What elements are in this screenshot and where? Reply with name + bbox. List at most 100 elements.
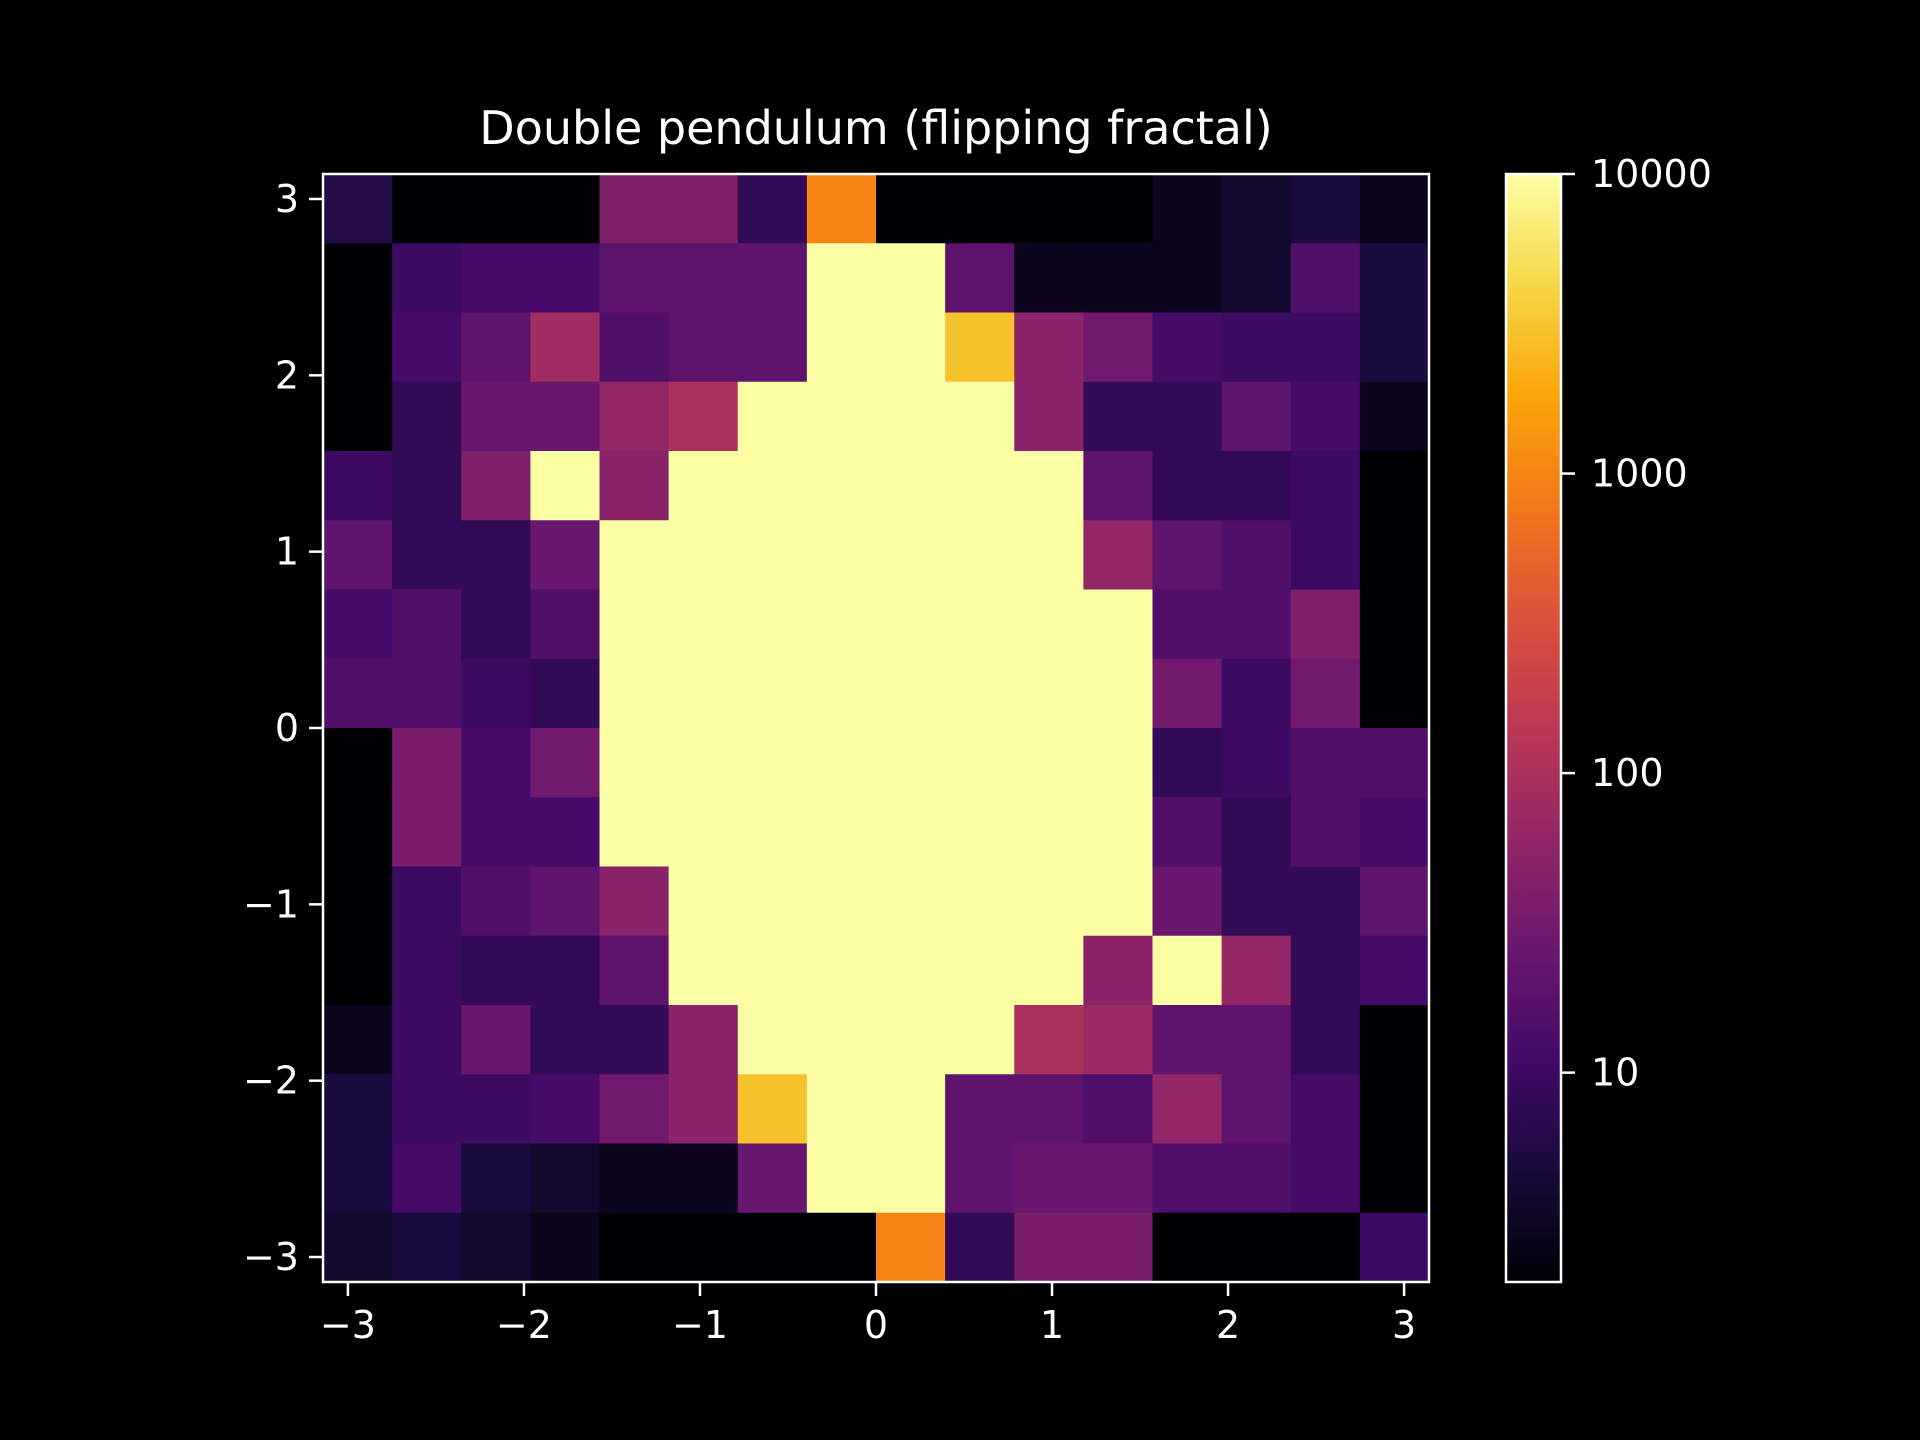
heatmap-cell [599,589,670,660]
heatmap-cell [1290,381,1361,452]
colorbar-axis: 10 100 1000 10000 [1561,152,1712,1095]
heatmap-cell [530,312,601,383]
heatmap-cell [1152,658,1223,729]
heatmap-cell [1221,1143,1292,1214]
heatmap-cell [876,935,946,1006]
heatmap-cell [1014,728,1084,798]
heatmap-cell [599,312,670,383]
heatmap-cell [599,243,670,314]
heatmap-cell [876,312,946,383]
heatmap-cell [806,451,877,521]
heatmap-cell [1083,866,1154,937]
x-tick-label: 1 [1040,1303,1064,1347]
heatmap-cell [737,174,808,244]
heatmap-cell [461,520,531,591]
heatmap-cell [1083,658,1154,729]
heatmap-cell [599,1074,670,1145]
colorbar-tick-label: 100 [1591,751,1664,795]
heatmap-cell [323,1143,393,1214]
heatmap-cell [876,243,946,314]
heatmap-cell [945,1143,1015,1214]
heatmap-cell [1083,312,1154,383]
heatmap-cell [876,728,946,798]
heatmap-cell [599,174,670,244]
y-tick-label: 3 [275,177,299,221]
heatmap-cell [599,728,670,798]
heatmap-cell [1014,1212,1084,1283]
heatmap-cell [1014,866,1084,937]
heatmap-cell [737,797,808,868]
heatmap-cell [945,728,1015,798]
heatmap-cell [1359,312,1430,383]
heatmap-cell [530,174,601,244]
heatmap-cell [806,658,877,729]
heatmap-cell [876,1212,946,1283]
colorbar [1504,172,1563,1284]
heatmap-cell [530,381,601,452]
heatmap-cell [1359,935,1430,1006]
heatmap-cell [1221,866,1292,937]
heatmap-cell [737,243,808,314]
heatmap-cell [945,1212,1015,1283]
heatmap-cell [530,866,601,937]
heatmap-cell [1290,1212,1361,1283]
heatmap-cell [599,1143,670,1214]
heatmap-cell [530,935,601,1006]
heatmap-cell [392,381,462,452]
heatmap-cell [1152,935,1223,1006]
heatmap-cell [392,1212,462,1283]
heatmap-cell [1359,866,1430,937]
heatmap-cell [530,797,601,868]
heatmap-cell [461,797,531,868]
heatmap-cell [1152,589,1223,660]
heatmap-cell [1290,935,1361,1006]
heatmap-cell [806,312,877,383]
heatmap-cell [392,243,462,314]
heatmap-cell [945,1074,1015,1145]
heatmap-cell [1359,520,1430,591]
heatmap-cell [1152,1074,1223,1145]
heatmap-cell [1290,728,1361,798]
heatmap-cell [1221,935,1292,1006]
heatmap-cell [1083,935,1154,1006]
heatmap-cell [1359,1074,1430,1145]
heatmap-cell [323,1212,393,1283]
heatmap-cell [876,381,946,452]
heatmap-cell [737,520,808,591]
heatmap-cell [392,589,462,660]
heatmap-cell [461,589,531,660]
heatmap-cell [392,1074,462,1145]
heatmap-cell [1359,174,1430,244]
heatmap-cell [1221,1212,1292,1283]
heatmap-cell [1152,1212,1223,1283]
heatmap-cell [1221,451,1292,521]
heatmap-cell [1221,312,1292,383]
x-tick-label: −3 [320,1303,376,1347]
heatmap-cell [1152,866,1223,937]
heatmap-cell [737,728,808,798]
heatmap-cell [461,1143,531,1214]
heatmap-cell [1152,451,1223,521]
heatmap-cell [668,174,739,244]
heatmap-cell [1014,1143,1084,1214]
heatmap-cell [530,728,601,798]
heatmap-cell [1290,658,1361,729]
heatmap-cell [806,1005,877,1075]
heatmap-cell [461,866,531,937]
heatmap-cell [806,1074,877,1145]
heatmap-cell [323,589,393,660]
heatmap-cell [668,243,739,314]
heatmap-cell [599,935,670,1006]
heatmap-cell [668,1212,739,1283]
heatmap-cell [323,312,393,383]
heatmap-cell [392,728,462,798]
heatmap-cell [1152,1143,1223,1214]
heatmap-cell [323,797,393,868]
heatmap-cell [530,520,601,591]
heatmap-cell [737,866,808,937]
colorbar-tick-label: 10 [1591,1051,1639,1095]
heatmap-cell [392,520,462,591]
heatmap-cell [876,1074,946,1145]
heatmap-cell [1152,174,1223,244]
